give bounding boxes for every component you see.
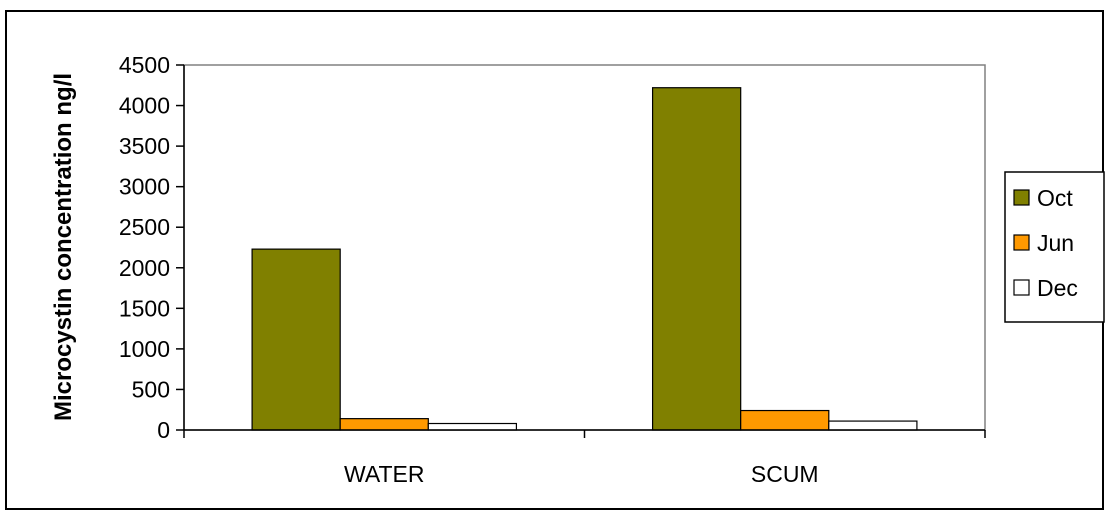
legend-swatch-jun [1013,234,1030,251]
y-tick-label: 3500 [119,133,170,159]
bar-oct-water [251,248,341,431]
legend: Oct Jun Dec [1004,171,1105,323]
x-axis: WATER SCUM [183,429,986,487]
y-axis-label: Microcystin concentration ng/l [50,73,77,421]
legend-label: Jun [1037,230,1074,256]
legend-swatch-dec [1013,279,1030,296]
y-tick-label: 1500 [119,295,170,321]
x-tick-label: WATER [344,461,425,487]
y-tick-label: 1000 [119,336,170,362]
x-tick-label: SCUM [751,461,819,487]
y-tick-label: 500 [132,376,170,402]
legend-label: Dec [1037,275,1078,301]
bars-group [251,87,918,431]
y-tick-label: 0 [157,417,170,443]
y-tick-label: 4500 [119,52,170,78]
y-tick-label: 4000 [119,93,170,119]
bar-jun-scum [740,409,830,431]
bar-oct-scum [651,87,742,431]
bar-dec-water [427,422,518,431]
y-tick-label: 2000 [119,255,170,281]
y-tick-label: 3000 [119,174,170,200]
y-tick-label: 2500 [119,214,170,240]
y-axis: 0 500 1000 1500 2000 2500 3000 3500 4000 4500 [119,52,185,443]
bar-dec-scum [828,420,918,431]
bar-jun-water [339,418,429,431]
legend-label: Oct [1037,185,1073,211]
legend-swatch-oct [1013,189,1030,206]
